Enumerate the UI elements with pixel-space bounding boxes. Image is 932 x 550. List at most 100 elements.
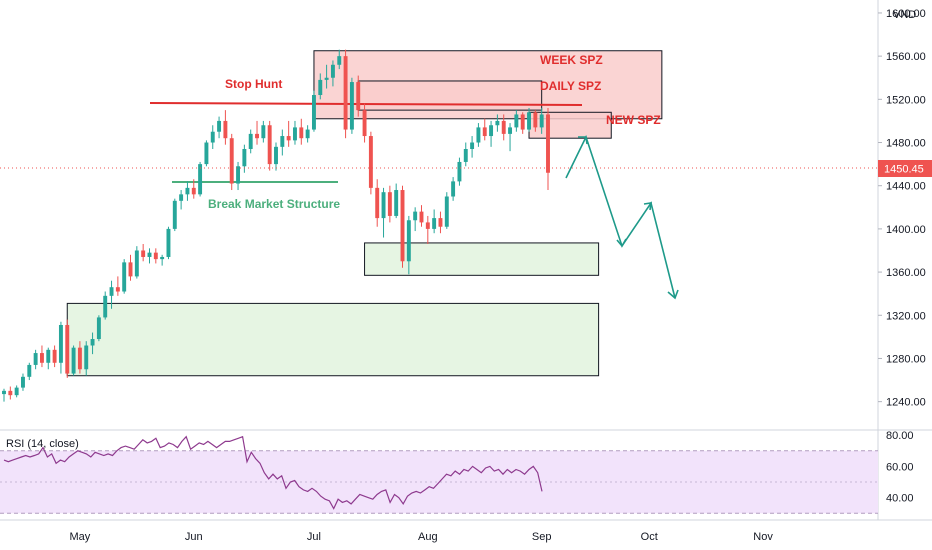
candle-body — [261, 125, 266, 139]
week-spz-label: WEEK SPZ — [540, 53, 603, 67]
candle-body — [198, 164, 203, 195]
candle-body — [2, 390, 6, 395]
candle-body — [286, 136, 291, 141]
candle-body — [204, 142, 209, 165]
candle-body — [122, 262, 127, 292]
candle-body — [444, 196, 449, 227]
candle-body — [33, 353, 38, 365]
price-tick-label: 1280.00 — [886, 353, 926, 365]
candle-body — [27, 364, 32, 377]
candle-body — [166, 228, 171, 257]
candle-body — [14, 387, 19, 396]
candle-body — [539, 114, 544, 128]
price-tick-label: 1520.00 — [886, 94, 926, 106]
candle-body — [217, 120, 222, 132]
candle-body — [495, 120, 500, 126]
candle-body — [520, 114, 525, 130]
price-tick-label: 1560.00 — [886, 51, 926, 63]
time-tick-label: Jun — [185, 531, 203, 543]
time-tick-label: Jul — [307, 531, 321, 543]
candle-body — [280, 136, 285, 147]
candle-body — [400, 190, 405, 262]
candle-body — [349, 82, 354, 130]
last-price-value: 1450.45 — [884, 164, 924, 176]
candle-body — [153, 252, 158, 260]
rsi-tick-label: 40.00 — [886, 493, 914, 505]
zones-layer — [66, 50, 663, 377]
candle-body — [185, 187, 190, 195]
candle-body — [191, 187, 196, 195]
candle-body — [438, 218, 443, 227]
candle-body — [134, 250, 139, 277]
zone-daily_spz — [357, 80, 543, 111]
candle-body — [103, 295, 108, 318]
candles-layer — [2, 49, 550, 402]
candle-body — [255, 133, 259, 139]
price-axis-ticks: 1240.00 1280.00 1320.00 1360.00 1400.00 1440.… — [878, 8, 926, 409]
candle-body — [330, 64, 335, 78]
candle-body — [58, 324, 63, 363]
new-spz-label: NEW SPZ — [606, 113, 661, 127]
stop-hunt-label: Stop Hunt — [225, 77, 282, 91]
price-tick-label: 1320.00 — [886, 310, 926, 322]
projection-arrowhead-4 — [667, 289, 679, 300]
candle-body — [46, 349, 51, 363]
candle-body — [90, 339, 95, 346]
candle-body — [324, 77, 329, 80]
time-tick-label: Oct — [641, 531, 658, 543]
candle-body — [381, 192, 386, 219]
candle-body — [311, 95, 316, 130]
candle-body — [39, 353, 44, 363]
candle-body — [432, 218, 437, 229]
candle-body — [8, 390, 13, 396]
candle-body — [375, 187, 380, 219]
candle-body — [115, 287, 120, 292]
candle-body — [21, 376, 25, 388]
candle-body — [413, 211, 418, 221]
rsi-tick-label: 80.00 — [886, 430, 914, 442]
time-tick-label: Nov — [753, 531, 773, 543]
price-tick-label: 1480.00 — [886, 138, 926, 150]
candle-body — [368, 136, 373, 188]
zone-demand_lower — [66, 302, 600, 377]
daily-spz-label: DAILY SPZ — [540, 79, 601, 93]
time-axis-ticks: May Jun Jul Aug Sep Oct Nov — [70, 531, 774, 543]
candle-body — [514, 114, 519, 128]
candle-body — [546, 114, 550, 173]
price-tick-label: 1240.00 — [886, 397, 926, 409]
currency-label: VND — [893, 9, 916, 21]
candle-body — [425, 222, 430, 229]
candle-body — [242, 148, 247, 167]
candle-body — [141, 250, 146, 257]
projection-arrowhead-3 — [643, 202, 652, 211]
candle-body — [463, 148, 468, 162]
candle-body — [533, 112, 538, 128]
price-axis-bg[interactable] — [878, 0, 932, 520]
candle-body — [248, 133, 253, 149]
candle-body — [172, 200, 177, 229]
candle-body — [160, 256, 165, 260]
break-market-structure-label: Break Market Structure — [208, 197, 340, 211]
candle-body — [343, 56, 348, 130]
zone-demand_upper — [364, 242, 600, 276]
candle-body — [387, 192, 392, 216]
rsi-line — [3, 435, 543, 510]
candle-body — [147, 252, 152, 257]
candle-body — [305, 129, 310, 139]
projection-arrowhead-2 — [616, 238, 627, 248]
candle-body — [128, 262, 133, 277]
candle-body — [476, 127, 481, 143]
candle-body — [179, 194, 184, 201]
candle-body — [419, 211, 424, 223]
candle-body — [267, 125, 272, 165]
rsi-pane[interactable] — [0, 435, 878, 514]
price-tick-label: 1600.00 — [886, 8, 926, 20]
candle-body — [337, 56, 342, 65]
projection-arrowhead-1 — [578, 136, 588, 145]
candle-body — [451, 181, 456, 197]
time-tick-label: Aug — [418, 531, 438, 543]
candle-body — [77, 347, 82, 370]
candle-body — [508, 127, 513, 134]
candle-body — [52, 349, 57, 363]
